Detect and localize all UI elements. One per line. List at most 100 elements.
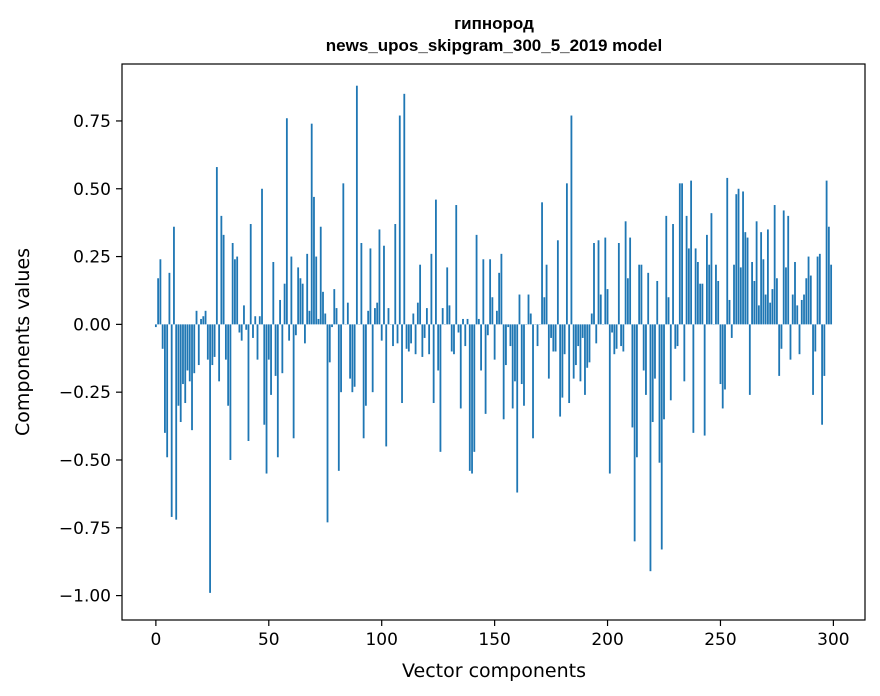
- bar-237: [690, 180, 693, 325]
- bar-243: [703, 324, 706, 436]
- bar-67: [306, 253, 309, 325]
- bar-136: [462, 318, 464, 325]
- bar-175: [550, 324, 552, 338]
- y-tick-label: 0.75: [73, 112, 111, 132]
- bar-69: [310, 123, 313, 325]
- bar-135: [459, 324, 462, 409]
- plot-frame: [121, 63, 866, 621]
- bar-283: [794, 261, 796, 325]
- bar-276: [778, 324, 781, 376]
- bar-156: [507, 324, 510, 328]
- bar-102: [385, 324, 388, 447]
- bar-261: [744, 232, 747, 325]
- bar-100: [380, 324, 383, 341]
- x-tick-label: 100: [365, 630, 397, 650]
- x-tick-label: 250: [704, 630, 736, 650]
- bar-153: [500, 253, 503, 325]
- bar-159: [514, 324, 516, 382]
- bar-146: [484, 324, 487, 414]
- bar-181: [563, 324, 566, 355]
- bar-183: [568, 324, 571, 404]
- bar-83: [342, 183, 345, 325]
- bar-217: [645, 324, 647, 395]
- bar-163: [523, 324, 525, 406]
- bar-166: [529, 313, 532, 325]
- bar-152: [498, 272, 501, 325]
- bar-3: [161, 324, 164, 349]
- bar-106: [394, 224, 397, 325]
- bar-193: [590, 313, 593, 325]
- bar-113: [410, 324, 412, 344]
- bar-236: [687, 248, 690, 325]
- bar-137: [464, 324, 467, 347]
- bar-200: [606, 289, 609, 325]
- bar-219: [649, 324, 652, 572]
- bar-47: [261, 188, 263, 325]
- bar-274: [773, 205, 776, 325]
- bar-108: [398, 115, 401, 325]
- bar-148: [489, 259, 492, 325]
- chart-title: гипнород: [454, 14, 534, 33]
- bar-56: [281, 324, 284, 374]
- bar-227: [667, 297, 670, 325]
- bar-147: [486, 324, 489, 336]
- bar-230: [674, 324, 677, 349]
- bar-284: [796, 305, 799, 325]
- bar-296: [823, 324, 826, 376]
- bar-61: [292, 324, 295, 439]
- bar-132: [453, 324, 455, 355]
- y-tick-label: 0.50: [73, 180, 111, 200]
- bar-240: [696, 261, 699, 325]
- bars-layer: [154, 85, 833, 593]
- bar-53: [274, 324, 277, 376]
- bar-119: [423, 324, 426, 338]
- bar-31: [224, 324, 227, 360]
- bar-92: [362, 324, 365, 439]
- bar-74: [322, 291, 324, 325]
- bar-46: [258, 316, 261, 325]
- bar-145: [482, 259, 485, 325]
- bar-199: [604, 237, 607, 325]
- bar-2: [159, 259, 162, 325]
- bar-142: [475, 234, 478, 325]
- bar-182: [565, 183, 568, 325]
- bar-241: [699, 283, 702, 325]
- bar-125: [437, 324, 440, 371]
- bar-195: [595, 324, 598, 344]
- bar-33: [229, 324, 232, 460]
- bar-78: [331, 324, 333, 328]
- bar-281: [789, 324, 792, 360]
- bar-209: [626, 278, 629, 325]
- bar-171: [541, 202, 543, 325]
- bar-9: [175, 324, 178, 520]
- bar-177: [554, 324, 557, 352]
- bar-62: [294, 324, 297, 336]
- bar-295: [821, 324, 823, 425]
- bar-55: [279, 299, 281, 325]
- bar-179: [559, 324, 562, 417]
- bar-229: [672, 224, 674, 325]
- bar-206: [620, 324, 622, 347]
- bar-226: [665, 215, 668, 325]
- bar-287: [803, 294, 805, 325]
- bar-282: [791, 294, 794, 325]
- bar-59: [288, 324, 291, 341]
- bar-37: [238, 324, 241, 333]
- bar-130: [448, 305, 451, 325]
- bar-174: [547, 324, 550, 379]
- bar-35: [234, 259, 236, 325]
- bar-28: [218, 324, 221, 382]
- bar-268: [760, 232, 763, 325]
- bar-25: [211, 324, 214, 366]
- bar-109: [401, 324, 403, 404]
- bar-64: [299, 278, 302, 325]
- bar-210: [629, 237, 632, 325]
- bar-120: [425, 308, 428, 325]
- bar-184: [570, 115, 573, 325]
- bar-246: [710, 213, 713, 325]
- bar-258: [737, 188, 740, 325]
- bar-103: [387, 308, 390, 325]
- y-axis-label: Components values: [12, 248, 34, 436]
- bar-65: [301, 283, 304, 325]
- bar-231: [676, 324, 679, 347]
